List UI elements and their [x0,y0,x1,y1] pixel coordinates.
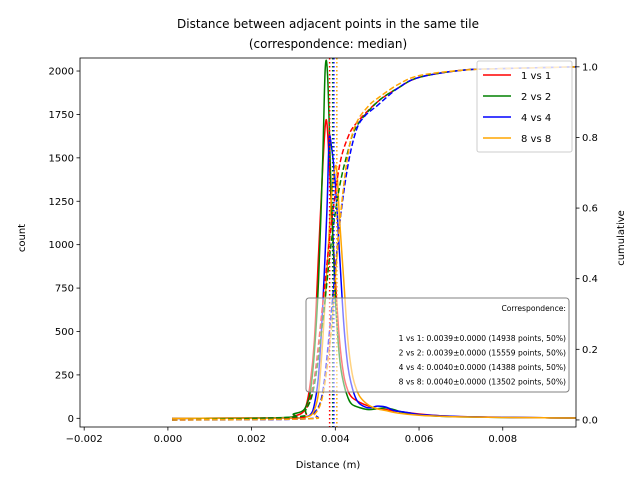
y2-tick-label: 0.0 [582,415,598,426]
cumulative-line-3 [172,66,576,421]
legend-label-4: 8 vs 8 [521,134,551,145]
chart-subtitle: (correspondence: median) [249,37,407,51]
x-tick-label: 0.004 [321,434,350,445]
annotation-line-3: 4 vs 4: 0.0040±0.0000 (14388 points, 50%… [399,363,566,372]
x-tick-label: 0.000 [154,434,183,445]
y2-axis-label: cumulative [616,210,627,266]
y-tick-label: 500 [55,327,74,338]
y-tick-label: 1250 [49,197,74,208]
x-tick-label: 0.006 [405,434,434,445]
x-axis-label: Distance (m) [296,460,361,471]
y-tick-label: 0 [68,414,74,425]
y2-tick-label: 0.2 [582,345,598,356]
y2-tick-label: 1.0 [582,62,598,73]
y-tick-label: 750 [55,284,74,295]
y-tick-label: 250 [55,370,74,381]
legend-box [476,60,573,153]
legend-label-3: 4 vs 4 [521,113,551,124]
annotation-line-2: 2 vs 2: 0.0039±0.0000 (15559 points, 50%… [399,349,566,358]
chart-title: Distance between adjacent points in the … [177,17,479,31]
y2-tick-label: 0.6 [582,204,598,215]
y-tick-label: 2000 [49,67,74,78]
annotation-line-4: 8 vs 8: 0.0040±0.0000 (13502 points, 50%… [399,378,566,387]
x-tick-label: 0.002 [237,434,266,445]
x-tick-label: 0.008 [488,434,517,445]
annotation-box [305,297,570,393]
y-tick-label: 1000 [49,240,74,251]
y-axis-label: count [17,224,28,252]
y-tick-label: 1750 [49,110,74,121]
legend-label-1: 1 vs 1 [521,71,551,82]
x-tick-label: −0.002 [66,434,103,445]
cumulative-line-4 [172,66,576,421]
plot-frame [79,57,577,428]
y-tick-label: 1500 [49,153,74,164]
y2-tick-label: 0.4 [582,274,598,285]
annotation-title: Correspondence: [501,304,566,313]
annotation-line-1: 1 vs 1: 0.0039±0.0000 (14938 points, 50%… [399,334,566,343]
y2-tick-label: 0.8 [582,133,598,144]
legend-label-2: 2 vs 2 [521,92,551,103]
